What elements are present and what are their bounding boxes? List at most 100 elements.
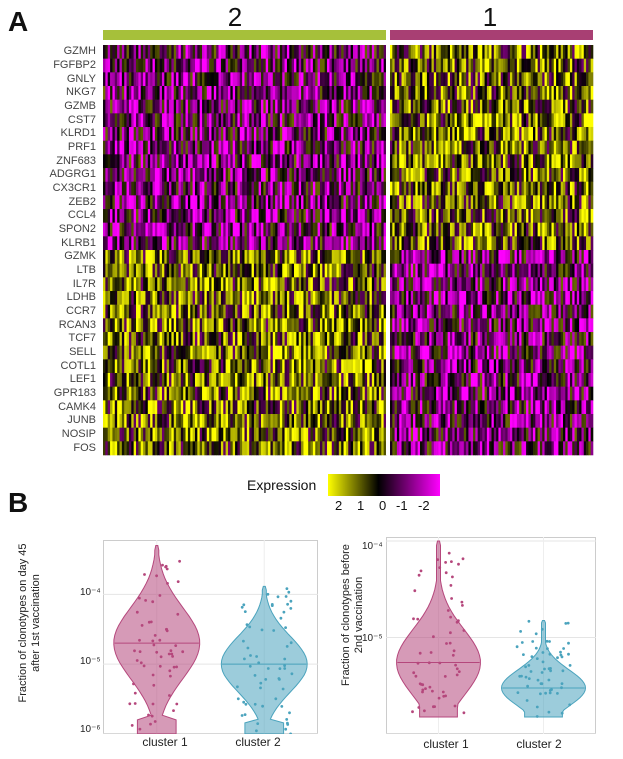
heatmap-cell <box>383 359 387 374</box>
heatmap-cell <box>190 222 193 237</box>
heatmap-cell <box>286 304 290 319</box>
heatmap-cell <box>154 154 158 169</box>
heatmap-cell <box>232 373 236 387</box>
heatmap-cell <box>237 127 241 141</box>
heatmap-cell <box>459 441 462 456</box>
heatmap-cell <box>374 386 377 401</box>
heatmap-cell <box>345 58 349 73</box>
heatmap-cell <box>256 154 259 169</box>
heatmap-cell <box>209 427 212 442</box>
heatmap-cell <box>178 250 182 264</box>
heatmap-cell <box>406 332 409 346</box>
heatmap-cell <box>367 99 370 114</box>
heatmap-cell <box>183 427 186 442</box>
heatmap-cell <box>133 441 137 456</box>
heatmap-cell <box>381 45 384 59</box>
heatmap-cell <box>197 154 200 169</box>
heatmap-cell <box>461 209 465 223</box>
heatmap-cell <box>331 236 335 251</box>
heatmap-cell <box>399 168 402 182</box>
heatmap-cell <box>152 400 156 415</box>
heatmap-cell <box>185 127 189 141</box>
heatmap-cell <box>459 72 462 87</box>
heatmap-cell <box>268 277 271 292</box>
heatmap-cell <box>463 332 467 346</box>
heatmap-cell <box>371 414 375 428</box>
heatmap-cell <box>159 332 163 346</box>
heatmap-cell <box>308 168 311 182</box>
heatmap-cell <box>491 236 495 251</box>
heatmap-cell <box>324 236 328 251</box>
heatmap-cell <box>334 332 337 346</box>
heatmap-cell <box>261 386 264 401</box>
heatmap-cell <box>206 154 210 169</box>
heatmap-cell <box>253 127 257 141</box>
heatmap-cell <box>220 250 224 264</box>
heatmap-cell <box>126 332 130 346</box>
heatmap-cell <box>305 181 309 196</box>
heatmap-cell <box>475 195 478 210</box>
heatmap-cell <box>357 291 361 305</box>
heatmap-cell <box>197 400 200 415</box>
heatmap-cell <box>152 359 156 374</box>
heatmap-cell <box>140 250 144 264</box>
heatmap-cell <box>159 414 163 428</box>
heatmap-cell <box>305 250 309 264</box>
heatmap-cell <box>426 250 430 264</box>
heatmap-cell <box>479 332 483 346</box>
heatmap-cell <box>486 154 490 169</box>
heatmap-cell <box>392 99 395 114</box>
heatmap-cell <box>105 263 109 278</box>
heatmap-cell <box>454 332 458 346</box>
heatmap-cell <box>279 277 283 292</box>
heatmap-cell <box>272 154 276 169</box>
heatmap-cell <box>270 250 274 264</box>
heatmap-cell <box>279 222 283 237</box>
heatmap-cell <box>461 181 465 196</box>
heatmap-cell <box>336 277 340 292</box>
heatmap-cell <box>322 332 325 346</box>
heatmap-cell <box>194 195 198 210</box>
heatmap-cell <box>303 304 307 319</box>
heatmap-cell <box>157 45 160 59</box>
heatmap-cell <box>277 181 281 196</box>
heatmap-cell <box>282 140 285 155</box>
heatmap-cell <box>473 127 476 141</box>
heatmap-cell <box>468 400 472 415</box>
heatmap-cell <box>406 386 409 401</box>
heatmap-cell <box>150 99 153 114</box>
heatmap-cell <box>431 250 435 264</box>
heatmap-cell <box>431 359 435 374</box>
heatmap-cell <box>433 400 437 415</box>
heatmap-cell <box>166 441 170 456</box>
heatmap-cell <box>263 345 267 360</box>
heatmap-cell <box>242 441 245 456</box>
heatmap-cell <box>447 318 451 333</box>
heatmap-cell <box>367 304 370 319</box>
heatmap-cell <box>348 277 351 292</box>
heatmap-cell <box>468 359 472 374</box>
heatmap-cell <box>381 332 384 346</box>
heatmap-cell <box>185 113 189 128</box>
heatmap-cell <box>275 195 278 210</box>
heatmap-cell <box>473 373 476 387</box>
heatmap-cell <box>202 181 205 196</box>
heatmap-cell <box>119 332 123 346</box>
heatmap-cell <box>378 45 382 59</box>
heatmap-cell <box>452 386 455 401</box>
heatmap-cell <box>258 359 262 374</box>
heatmap-cell <box>282 291 285 305</box>
heatmap-cell <box>126 127 130 141</box>
heatmap-cell <box>489 99 492 114</box>
heatmap-cell <box>143 86 146 100</box>
heatmap-cell <box>107 332 111 346</box>
heatmap-cell <box>289 168 292 182</box>
heatmap-cell <box>343 72 347 87</box>
heatmap-cell <box>308 250 311 264</box>
heatmap-cell <box>265 195 269 210</box>
heatmap-cell <box>105 45 109 59</box>
heatmap-cell <box>166 345 170 360</box>
heatmap-cell <box>131 72 134 87</box>
heatmap-cell <box>138 45 142 59</box>
heatmap-cell <box>270 332 274 346</box>
